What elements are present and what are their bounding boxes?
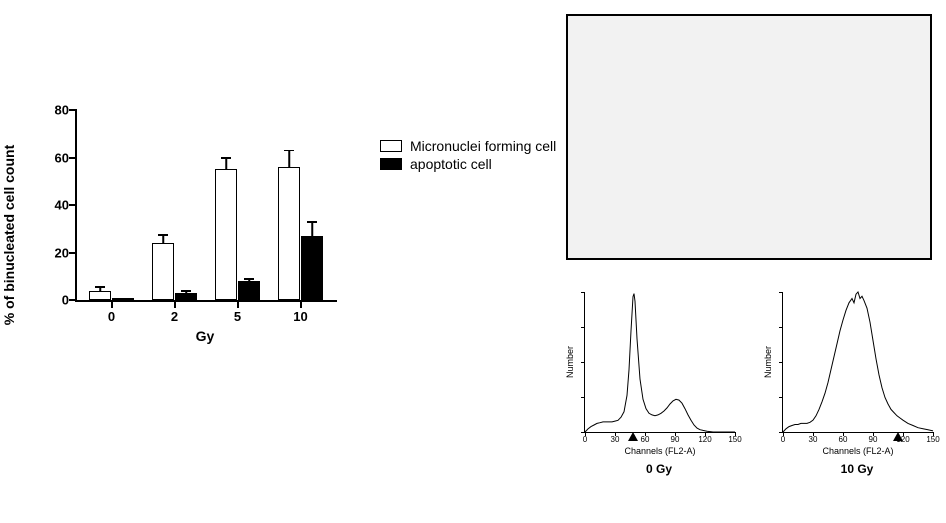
histogram-xtick-label: 150: [926, 435, 939, 444]
histogram-0gy: Number 0306090120150Channels (FL2-A) 0 G…: [566, 292, 734, 433]
bar-chart-xtick-label: 10: [293, 309, 307, 324]
histogram-caption: 0 Gy: [584, 462, 734, 476]
bar-chart-ylabel: % of binucleated cell count: [1, 145, 17, 325]
bar-micronuclei: [152, 243, 174, 300]
bar-chart: % of binucleated cell count 020406080025…: [25, 100, 365, 370]
bar-chart-xtick-label: 5: [234, 309, 241, 324]
histogram-marker-icon: [893, 432, 903, 441]
bar-chart-ytick-label: 80: [55, 103, 69, 118]
legend-swatch: [380, 158, 402, 170]
histogram-xtick-label: 120: [698, 435, 711, 444]
bar-micronuclei: [278, 167, 300, 300]
legend-label: apoptotic cell: [410, 156, 492, 172]
legend: Micronuclei forming cell apoptotic cell: [380, 138, 556, 174]
bar-micronuclei: [215, 169, 237, 300]
histogram-marker-icon: [628, 432, 638, 441]
bar-chart-ytick-label: 60: [55, 150, 69, 165]
bar-chart-ytick-label: 40: [55, 198, 69, 213]
legend-swatch: [380, 140, 402, 152]
bar-apoptotic: [301, 236, 323, 300]
bar-chart-plot: 02040608002510: [75, 110, 337, 302]
histogram-xtick-label: 0: [583, 435, 587, 444]
legend-label: Micronuclei forming cell: [410, 138, 556, 154]
legend-item: Micronuclei forming cell: [380, 138, 556, 154]
histogram-xtick-label: 60: [839, 435, 848, 444]
bar-chart-ytick-label: 0: [62, 293, 69, 308]
bar-apoptotic: [238, 281, 260, 300]
bar-chart-xlabel: Gy: [75, 328, 335, 344]
histogram-xlabel: Channels (FL2-A): [585, 446, 735, 456]
histogram-plot: 0306090120150Channels (FL2-A): [782, 292, 933, 433]
histogram-xtick-label: 60: [641, 435, 650, 444]
legend-item: apoptotic cell: [380, 156, 556, 172]
microscopy-image: [566, 14, 932, 260]
histogram-xtick-label: 90: [869, 435, 878, 444]
histogram-xlabel: Channels (FL2-A): [783, 446, 933, 456]
histogram-10gy: Number 0306090120150Channels (FL2-A) 10 …: [764, 292, 932, 433]
histogram-ylabel: Number: [763, 346, 773, 378]
histogram-xtick-label: 0: [781, 435, 785, 444]
histogram-curve: [585, 292, 735, 432]
bar-apoptotic: [175, 293, 197, 300]
histogram-xtick-label: 90: [671, 435, 680, 444]
histogram-xtick-label: 150: [728, 435, 741, 444]
histogram-ylabel: Number: [565, 346, 575, 378]
histogram-xtick-label: 30: [809, 435, 818, 444]
bar-chart-xtick-label: 2: [171, 309, 178, 324]
bar-chart-ytick-label: 20: [55, 245, 69, 260]
histogram-xtick-label: 30: [611, 435, 620, 444]
bar-chart-xtick-label: 0: [108, 309, 115, 324]
bar-apoptotic: [112, 298, 134, 300]
histogram-caption: 10 Gy: [782, 462, 932, 476]
histogram-area: Number 0306090120150Channels (FL2-A) 0 G…: [566, 292, 932, 502]
histogram-plot: 0306090120150Channels (FL2-A): [584, 292, 735, 433]
bar-micronuclei: [89, 291, 111, 301]
histogram-curve: [783, 292, 933, 432]
